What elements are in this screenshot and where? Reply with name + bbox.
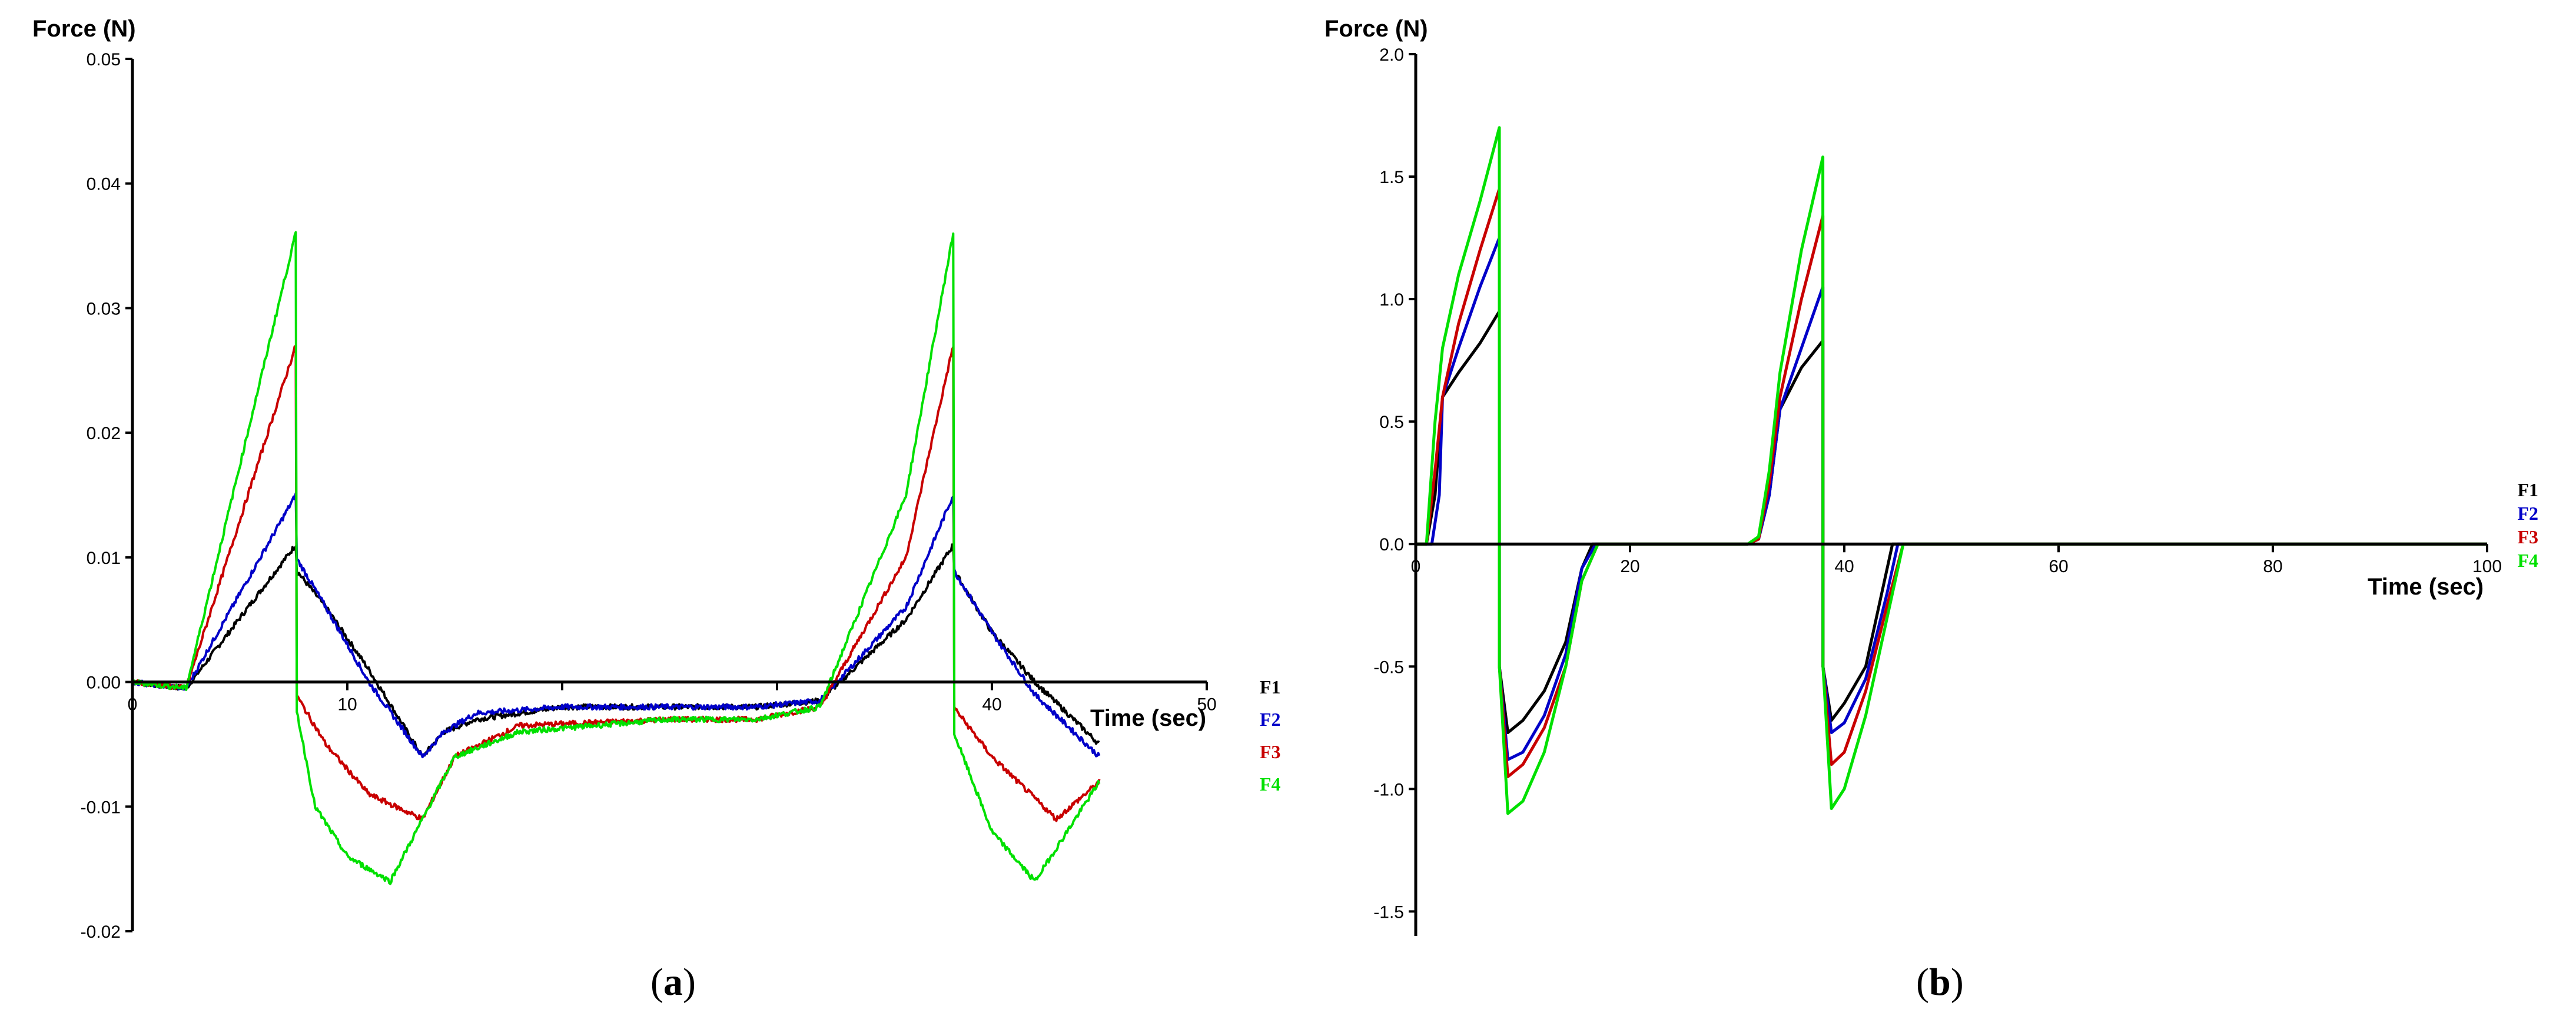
- y-tick-label: 0.01: [87, 549, 121, 568]
- series-line-f1: [1416, 310, 2487, 735]
- legend-entry-f2: F2: [2517, 503, 2538, 524]
- series-line-f2: [131, 492, 1101, 759]
- x-tick-label: 100: [2472, 557, 2502, 576]
- x-tick-label: 20: [1620, 557, 1639, 576]
- chart-b-axes: [1414, 54, 2487, 936]
- chart-b-xlabel: Time (sec): [2368, 574, 2484, 600]
- chart-b-panel-letter: b: [1929, 961, 1951, 1004]
- y-tick-label: 0.05: [87, 50, 121, 69]
- series-line-f4: [131, 231, 1101, 885]
- x-tick-label: 40: [982, 695, 1001, 715]
- y-tick-label: 0.00: [87, 673, 121, 693]
- y-tick-label: 1.0: [1379, 290, 1404, 310]
- y-tick-label: 0.5: [1379, 413, 1404, 432]
- y-tick-label: 0.0: [1379, 535, 1404, 555]
- y-tick-label: -0.02: [81, 922, 121, 942]
- chart-a-legend: F1 F2 F3 F4: [1260, 676, 1281, 795]
- y-tick-label: -1.0: [1373, 780, 1404, 799]
- y-tick-label: 1.5: [1379, 168, 1404, 187]
- series-line-f4: [1416, 126, 2487, 815]
- x-tick-label: 10: [337, 695, 357, 715]
- chart-a: Force (N) Time (sec) 0.05 0.04 0.03 0.02 0.0…: [32, 16, 1281, 1004]
- legend-entry-f4: F4: [2517, 550, 2538, 571]
- chart-a-series-group: [131, 231, 1101, 885]
- chart-a-axes: [131, 59, 1207, 931]
- y-tick-label: 0.04: [87, 175, 121, 194]
- legend-entry-f1: F1: [1260, 676, 1281, 698]
- y-tick-label: 0.03: [87, 299, 121, 318]
- legend-entry-f2: F2: [1260, 709, 1281, 730]
- chart-a-ticks: 0.050.040.030.020.010.00-0.01-0.02010405…: [81, 50, 1217, 942]
- legend-entry-f3: F3: [2517, 526, 2538, 547]
- chart-b-ylabel: Force (N): [1324, 16, 1428, 42]
- series-line-f3: [1416, 187, 2487, 778]
- series-line-f1: [132, 543, 1100, 757]
- legend-entry-f1: F1: [2517, 479, 2538, 500]
- y-tick-label: -0.5: [1373, 658, 1404, 677]
- series-line-f2: [1416, 236, 2487, 761]
- legend-entry-f3: F3: [1260, 741, 1281, 762]
- chart-b-panel-label: (b): [1916, 961, 1964, 1004]
- chart-b-series-group: [1416, 126, 2487, 815]
- y-tick-label: -0.01: [81, 798, 121, 817]
- chart-b: Force (N) Time (sec) 2.0 1.5 1.0 0.5 0.0 -0.5…: [1324, 16, 2538, 1004]
- chart-a-panel-letter: a: [663, 961, 683, 1004]
- x-tick-label: 40: [1834, 557, 1854, 576]
- chart-a-panel-label: (a): [650, 961, 696, 1004]
- y-tick-label: -1.5: [1373, 902, 1404, 922]
- y-tick-label: 2.0: [1379, 45, 1404, 65]
- chart-a-xlabel: Time (sec): [1090, 705, 1206, 731]
- chart-b-ticks: 2.01.51.00.50.0-0.5-1.0-1.5020406080100: [1373, 45, 2502, 922]
- chart-a-ylabel: Force (N): [32, 16, 136, 42]
- x-tick-label: 80: [2263, 557, 2282, 576]
- series-line-f3: [131, 345, 1101, 822]
- y-tick-label: 0.02: [87, 424, 121, 443]
- x-tick-label: 60: [2049, 557, 2068, 576]
- legend-entry-f4: F4: [1260, 773, 1281, 795]
- x-tick-label: 50: [1197, 695, 1216, 715]
